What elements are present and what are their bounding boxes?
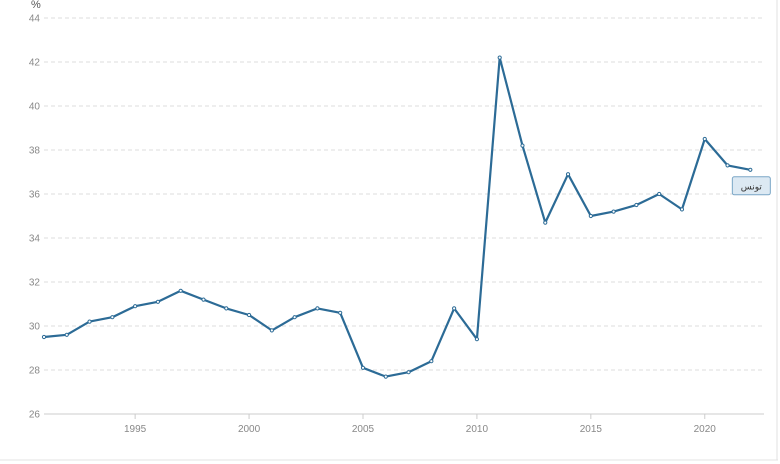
series-tag: تونس (731, 176, 771, 196)
y-tick-label: 36 (29, 190, 41, 201)
data-point[interactable] (360, 365, 366, 370)
y-tick-label: 38 (29, 146, 41, 157)
y-tick-label: 26 (29, 410, 41, 421)
axes: % 26 28 30 32 34 36 38 40 42 44 1995 2000 2005 2010 20… (29, 0, 764, 435)
gridlines (44, 17, 764, 415)
series-name-label: تونس (741, 182, 763, 192)
data-point[interactable] (178, 288, 183, 293)
y-tick-label: 28 (29, 366, 41, 377)
x-tick-label: 1995 (124, 424, 147, 435)
data-point[interactable] (292, 315, 297, 320)
y-axis-unit-label: % (31, 0, 41, 11)
data-point[interactable] (338, 310, 343, 315)
data-point[interactable] (224, 306, 229, 311)
y-tick-label: 42 (29, 58, 41, 69)
data-point[interactable] (520, 143, 525, 148)
y-tick-label: 34 (29, 234, 41, 245)
data-point[interactable] (110, 315, 115, 320)
data-point[interactable] (702, 136, 707, 142)
data-point[interactable] (269, 328, 274, 333)
data-point[interactable] (657, 191, 662, 197)
x-tick-label: 2020 (694, 424, 717, 435)
data-point[interactable] (315, 306, 320, 311)
data-point[interactable] (725, 163, 730, 168)
data-point[interactable] (452, 306, 457, 311)
data-point[interactable] (543, 220, 548, 225)
y-tick-label: 30 (29, 322, 41, 333)
data-point[interactable] (87, 319, 92, 324)
x-tick-label: 2005 (352, 424, 375, 435)
data-point[interactable] (133, 304, 138, 309)
series-layer[interactable] (41, 55, 753, 379)
data-point[interactable] (497, 55, 502, 60)
data-point[interactable] (679, 207, 685, 212)
series-name-tag (731, 176, 771, 196)
data-point[interactable] (41, 334, 47, 340)
data-point[interactable] (474, 337, 480, 342)
data-point[interactable] (565, 172, 571, 177)
data-point[interactable] (588, 213, 593, 219)
data-point[interactable] (201, 297, 206, 302)
x-tick-label: 2000 (238, 424, 261, 435)
data-point[interactable] (383, 374, 388, 379)
data-point[interactable] (155, 299, 161, 304)
data-point[interactable] (611, 209, 616, 214)
data-point[interactable] (748, 167, 753, 172)
y-tick-label: 44 (29, 14, 41, 25)
x-tick-label: 2010 (466, 424, 489, 435)
data-point[interactable] (634, 202, 639, 208)
data-point[interactable] (429, 359, 434, 364)
y-tick-label: 40 (29, 102, 41, 113)
x-tick-label: 2015 (580, 424, 603, 435)
y-tick-label: 32 (29, 278, 41, 289)
data-point[interactable] (246, 312, 252, 318)
data-point[interactable] (406, 370, 411, 375)
data-point[interactable] (64, 332, 69, 337)
series-line[interactable] (42, 56, 752, 378)
